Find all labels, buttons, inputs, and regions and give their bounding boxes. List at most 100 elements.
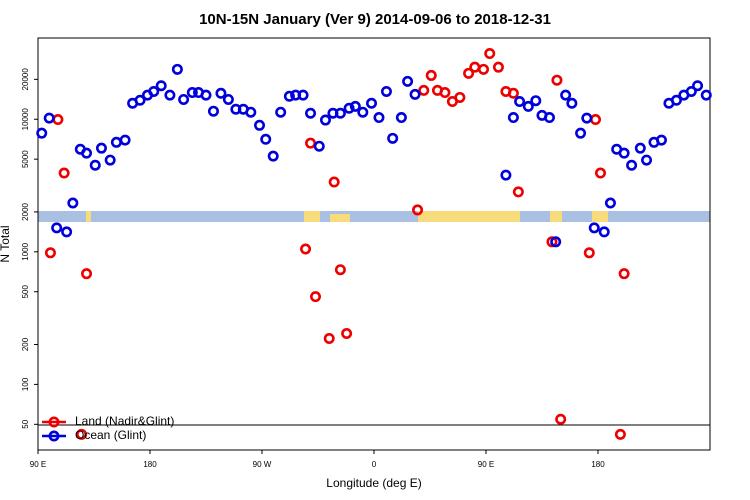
data-point — [507, 87, 519, 99]
data-point — [67, 197, 79, 209]
data-point — [500, 169, 512, 181]
data-point — [349, 100, 361, 112]
data-point — [590, 114, 602, 126]
data-point — [373, 112, 385, 124]
data-point — [492, 61, 504, 73]
x-tick-label: 180 — [591, 460, 605, 469]
data-point — [670, 94, 682, 106]
x-tick-label: 180 — [143, 460, 157, 469]
y-tick-label: 1000 — [21, 242, 30, 260]
data-point — [566, 97, 578, 109]
data-point — [81, 268, 93, 280]
land-patch — [86, 211, 91, 222]
land-patch — [592, 211, 608, 222]
data-point — [395, 112, 407, 124]
data-point — [512, 186, 524, 198]
data-point — [402, 75, 414, 87]
data-point — [614, 428, 626, 440]
data-point — [341, 328, 353, 340]
y-tick-label: 10000 — [21, 108, 30, 131]
y-tick-label: 200 — [21, 337, 30, 351]
data-point — [463, 67, 475, 79]
data-point — [222, 93, 234, 105]
data-point — [245, 106, 257, 118]
data-point — [530, 95, 542, 107]
data-point — [604, 197, 616, 209]
data-point — [366, 97, 378, 109]
x-tick-label: 90 E — [478, 460, 494, 469]
data-point — [155, 80, 167, 92]
y-tick-label: 2000 — [21, 202, 30, 220]
data-point — [387, 132, 399, 144]
data-point — [700, 89, 712, 101]
data-point — [186, 87, 198, 99]
data-point — [418, 84, 430, 96]
data-point — [550, 236, 562, 248]
legend-label: Ocean (Glint) — [75, 428, 146, 442]
data-point — [334, 264, 346, 276]
data-point — [343, 102, 355, 114]
data-point — [305, 107, 317, 119]
data-point — [260, 133, 272, 145]
data-point — [626, 159, 638, 171]
data-point — [546, 236, 558, 248]
legend-marker — [48, 430, 60, 442]
data-point — [110, 136, 122, 148]
data-point — [409, 88, 421, 100]
data-point — [478, 63, 490, 75]
y-tick-label: 20000 — [21, 68, 30, 91]
land-patch — [304, 211, 320, 222]
data-point — [89, 159, 101, 171]
data-point — [119, 134, 131, 146]
data-point — [313, 140, 325, 152]
data-point — [254, 119, 266, 131]
data-point — [551, 74, 563, 86]
y-tick-label: 50 — [21, 419, 30, 428]
data-point — [412, 204, 424, 216]
surface-strip — [38, 211, 710, 222]
data-point — [275, 106, 287, 118]
data-point — [507, 112, 519, 124]
x-tick-label: 90 W — [253, 460, 272, 469]
data-point — [52, 114, 64, 126]
data-point — [283, 90, 295, 102]
data-point — [522, 100, 534, 112]
data-point — [207, 105, 219, 117]
data-point — [297, 89, 309, 101]
land-patch — [550, 211, 562, 222]
data-point — [439, 87, 451, 99]
data-point — [583, 247, 595, 259]
data-point — [380, 85, 392, 97]
data-point — [58, 167, 70, 179]
data-point — [76, 428, 88, 440]
chart-title: 10N-15N January (Ver 9) 2014-09-06 to 20… — [199, 11, 551, 28]
data-point — [134, 94, 146, 106]
data-point — [334, 107, 346, 119]
data-point — [581, 112, 593, 124]
data-point — [300, 243, 312, 255]
data-point — [51, 222, 63, 234]
data-point — [305, 137, 317, 149]
data-point — [178, 93, 190, 105]
x-tick-label: 0 — [372, 460, 377, 469]
data-point — [543, 112, 555, 124]
data-point — [267, 150, 279, 162]
data-point — [588, 222, 600, 234]
data-point — [560, 89, 572, 101]
y-tick-label: 500 — [21, 285, 30, 299]
data-point — [594, 167, 606, 179]
data-point — [484, 48, 496, 60]
land-patch — [418, 211, 520, 222]
data-point — [104, 154, 116, 166]
data-point — [634, 142, 646, 154]
data-point — [454, 91, 466, 103]
land-patch — [330, 214, 350, 222]
y-tick-label: 100 — [21, 377, 30, 391]
legend-label: Land (Nadir&Glint) — [75, 414, 174, 428]
x-tick-label: 90 E — [30, 460, 46, 469]
data-point — [200, 89, 212, 101]
data-point — [575, 127, 587, 139]
data-point — [319, 114, 331, 126]
data-point — [215, 87, 227, 99]
